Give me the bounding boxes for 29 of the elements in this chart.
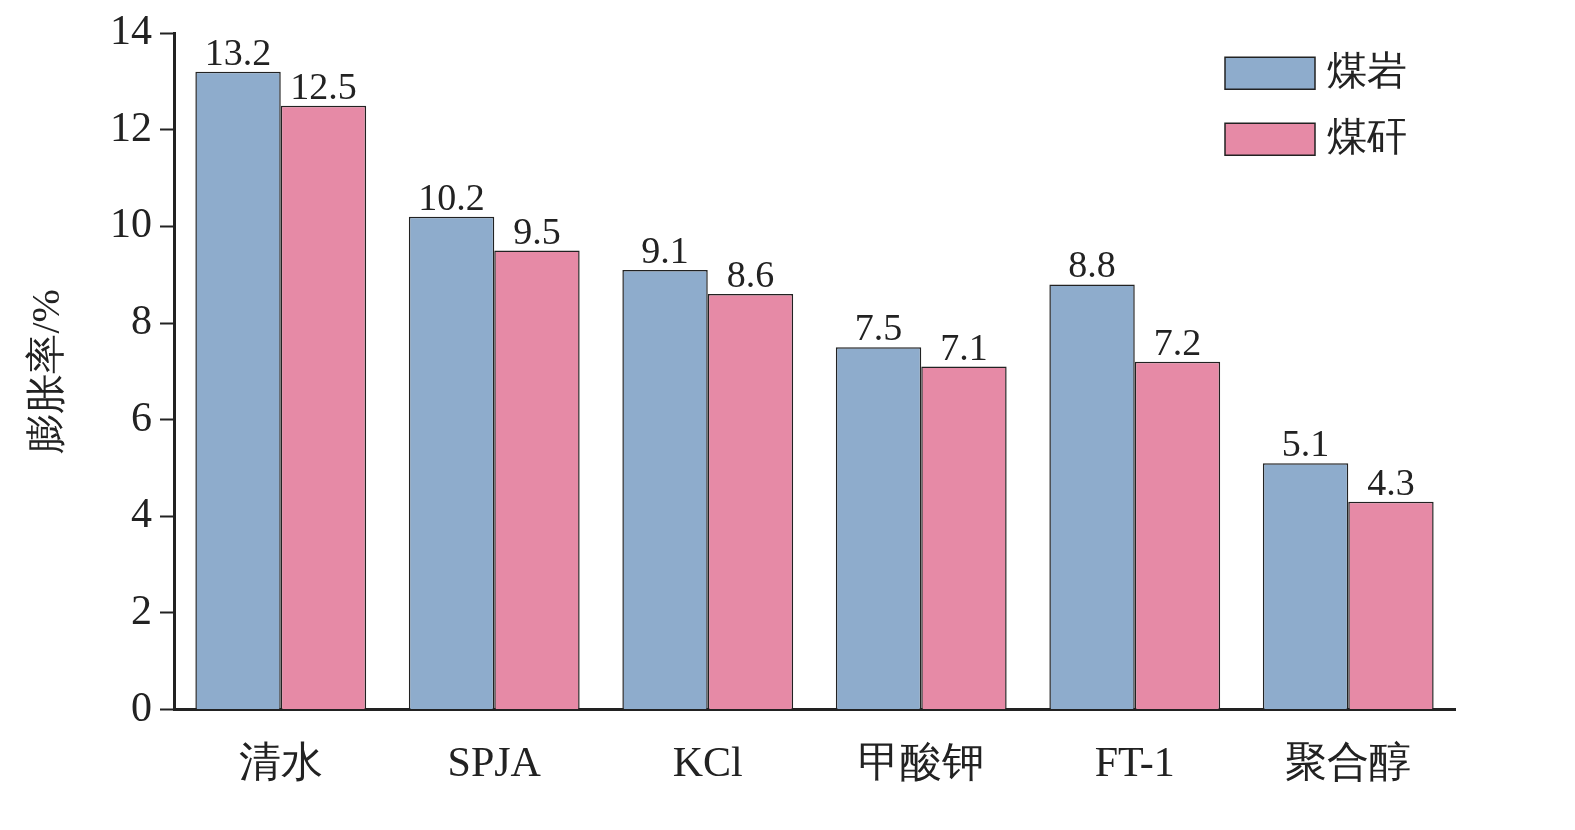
data-label: 9.5 [513, 209, 561, 252]
data-label: 5.1 [1281, 422, 1330, 465]
data-label: 8.6 [726, 253, 775, 296]
data-label: 8.8 [1068, 243, 1116, 286]
data-label: 7.1 [940, 325, 988, 368]
y-tick-label: 10 [110, 200, 152, 247]
y-tick-label: 4 [131, 490, 152, 537]
y-tick-label: 12 [110, 103, 152, 150]
legend-label: 煤矸 [1327, 113, 1407, 159]
data-label: 7.5 [854, 306, 903, 349]
y-tick-label: 14 [110, 7, 152, 54]
data-label: 13.2 [204, 30, 272, 73]
y-tick-label: 2 [131, 587, 152, 633]
data-label: 12.5 [290, 64, 357, 107]
legend-label: 煤岩 [1327, 47, 1407, 93]
y-tick-label: 6 [131, 393, 152, 440]
x-tick-label: 清水 [238, 738, 323, 785]
y-axis-title: 膨胀率/% [22, 289, 68, 454]
data-label: 4.3 [1367, 460, 1415, 503]
x-tick-label: 聚合醇 [1285, 738, 1412, 785]
data-label: 10.2 [418, 175, 485, 218]
x-tick-label: 甲酸钾 [858, 738, 985, 785]
x-tick-label: KCl [672, 738, 743, 785]
x-tick-label: FT-1 [1094, 738, 1175, 785]
data-label: 7.2 [1153, 320, 1202, 363]
x-tick-label: SPJA [447, 738, 542, 785]
y-tick-label: 0 [131, 683, 152, 730]
data-label: 9.1 [641, 228, 689, 271]
y-tick-label: 8 [131, 297, 152, 344]
